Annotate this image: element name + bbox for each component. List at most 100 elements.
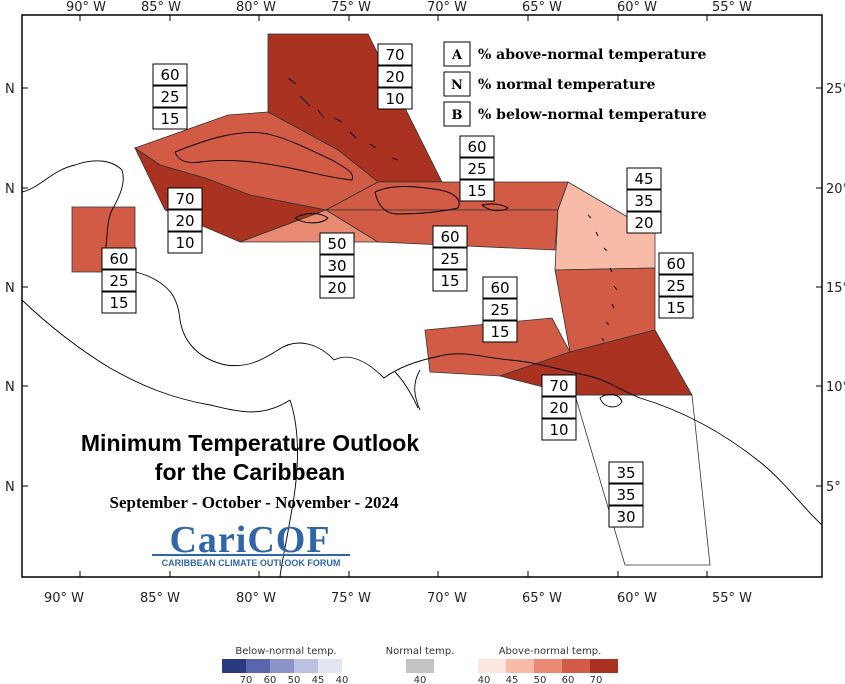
prob-cell-below (167, 231, 203, 254)
prob-cell-above (319, 232, 355, 255)
prob-value-above: 60 (440, 228, 459, 246)
prob-value-above: 60 (666, 255, 685, 273)
prob-cell-below (482, 320, 518, 343)
scale-swatch-above (534, 659, 562, 673)
prob-cell-above (101, 247, 137, 270)
scale-tick-below: 50 (288, 675, 301, 684)
scale-title-below: Below-normal temp. (235, 646, 336, 657)
coast-south-america-west (279, 399, 298, 578)
prob-value-above: 70 (175, 190, 194, 208)
scale-tick-above: 50 (534, 675, 547, 684)
coastlines (21, 77, 823, 578)
prob-value-below: 15 (440, 272, 459, 290)
scale-tick-above: 70 (590, 675, 603, 684)
legend-letter-b: B (452, 108, 463, 123)
prob-value-normal: 20 (175, 212, 194, 230)
prob-cell-normal (377, 65, 413, 88)
prob-value-below: 15 (109, 294, 128, 312)
prob-cell-normal (541, 396, 577, 419)
legend-box-a (443, 41, 471, 67)
prob-cell-normal (167, 209, 203, 232)
probability-box-jamaica: 50 30 20 (319, 232, 355, 299)
prob-value-normal: 25 (109, 272, 128, 290)
season-label: September - October - November - 2024 (110, 493, 399, 512)
prob-cell-above (377, 43, 413, 66)
prob-cell-above (626, 167, 662, 190)
zone-guianas (574, 394, 711, 566)
logo-tagline: CARIBBEAN CLIMATE OUTLOOK FORUM (162, 558, 341, 568)
left-lat-label: N (5, 380, 15, 395)
top-lon-label: 65° W (522, 0, 562, 15)
right-lat-label: 20° (826, 182, 845, 197)
top-lon-label: 70° W (427, 0, 467, 15)
bottom-lon-label: 60° W (617, 591, 657, 606)
bottom-lon-label: 70° W (427, 591, 467, 606)
prob-value-below: 10 (549, 421, 568, 439)
prob-cell-normal (482, 298, 518, 321)
top-lon-label: 80° W (236, 0, 276, 15)
coast-lesser-antilles (587, 214, 618, 342)
scale-swatch-below (222, 659, 246, 673)
legend-text-a: % above-normal temperature (478, 47, 707, 63)
caricof-logo: CariCOF CARIBBEAN CLIMATE OUTLOOK FORUM (152, 519, 350, 568)
color-scale: Below-normal temp. Normal temp. Above-no… (222, 646, 618, 684)
bottom-lon-label: 85° W (140, 591, 180, 606)
prob-cell-above (482, 276, 518, 299)
coast-colombia-venezuela (333, 353, 823, 526)
scale-tick-above: 45 (506, 675, 519, 684)
prob-value-normal: 20 (549, 399, 568, 417)
right-lat-label: 25° (826, 82, 845, 97)
bottom-axis: 90° W 85° W 80° W 75° W 70° W 65° W 60° … (44, 591, 752, 606)
scale-tick-below: 60 (264, 675, 277, 684)
prob-value-above: 70 (549, 377, 568, 395)
prob-cell-normal (432, 247, 468, 270)
legend-text-n: % normal temperature (478, 77, 655, 93)
scale-swatch-above (506, 659, 534, 673)
coast-cuba (174, 131, 353, 181)
scale-title-normal: Normal temp. (386, 646, 455, 657)
legend-box-b (443, 101, 471, 127)
prob-cell-below (658, 296, 694, 319)
prob-value-below: 15 (467, 182, 486, 200)
scale-tick-above: 60 (562, 675, 575, 684)
prob-cell-below (626, 211, 662, 234)
probability-box-abc-islands: 60 25 15 (482, 276, 518, 343)
left-lat-label: N (5, 82, 15, 97)
legend-letter-n: N (451, 78, 463, 93)
prob-cell-normal (101, 269, 137, 292)
probability-box-cuba: 60 25 15 (152, 63, 188, 130)
prob-value-normal: 35 (616, 486, 635, 504)
left-axis: N N N N N (5, 82, 15, 495)
top-axis: 90° W 85° W 80° W 75° W 70° W 65° W 60° … (66, 0, 752, 15)
prob-cell-normal (608, 483, 644, 506)
scale-tick-below: 40 (336, 675, 349, 684)
legend-text-b: % below-normal temperature (478, 107, 707, 123)
right-lat-label: 15° (826, 281, 845, 296)
logo-underline (152, 554, 350, 556)
right-lat-label: 10° (826, 380, 845, 395)
scale-tick-above: 40 (478, 675, 491, 684)
legend-box-n (443, 71, 471, 97)
top-lon-label: 60° W (617, 0, 657, 15)
prob-value-above: 45 (634, 170, 653, 188)
prob-cell-normal (626, 189, 662, 212)
prob-cell-normal (459, 157, 495, 180)
coast-pacific (21, 299, 291, 413)
probability-boxes: 70 20 10 60 25 15 70 20 10 50 30 20 60 25 15 60 25 15 60 25… (101, 43, 694, 528)
prob-cell-below (459, 179, 495, 202)
prob-cell-below (101, 291, 137, 314)
probability-box-trinidad: 70 20 10 (541, 374, 577, 441)
prob-cell-above (152, 63, 188, 86)
right-axis: 25° 20° 15° 10° 5° (826, 82, 845, 495)
scale-swatch-above (590, 659, 618, 673)
left-lat-label: N (5, 480, 15, 495)
prob-cell-below (319, 276, 355, 299)
map-title: Minimum Temperature Outlook (81, 430, 419, 456)
prob-cell-below (541, 418, 577, 441)
scale-swatch-below (270, 659, 294, 673)
prob-value-below: 30 (616, 508, 635, 526)
prob-value-above: 60 (160, 66, 179, 84)
probability-box-cayman: 70 20 10 (167, 187, 203, 254)
prob-value-normal: 20 (385, 68, 404, 86)
prob-value-normal: 35 (634, 192, 653, 210)
